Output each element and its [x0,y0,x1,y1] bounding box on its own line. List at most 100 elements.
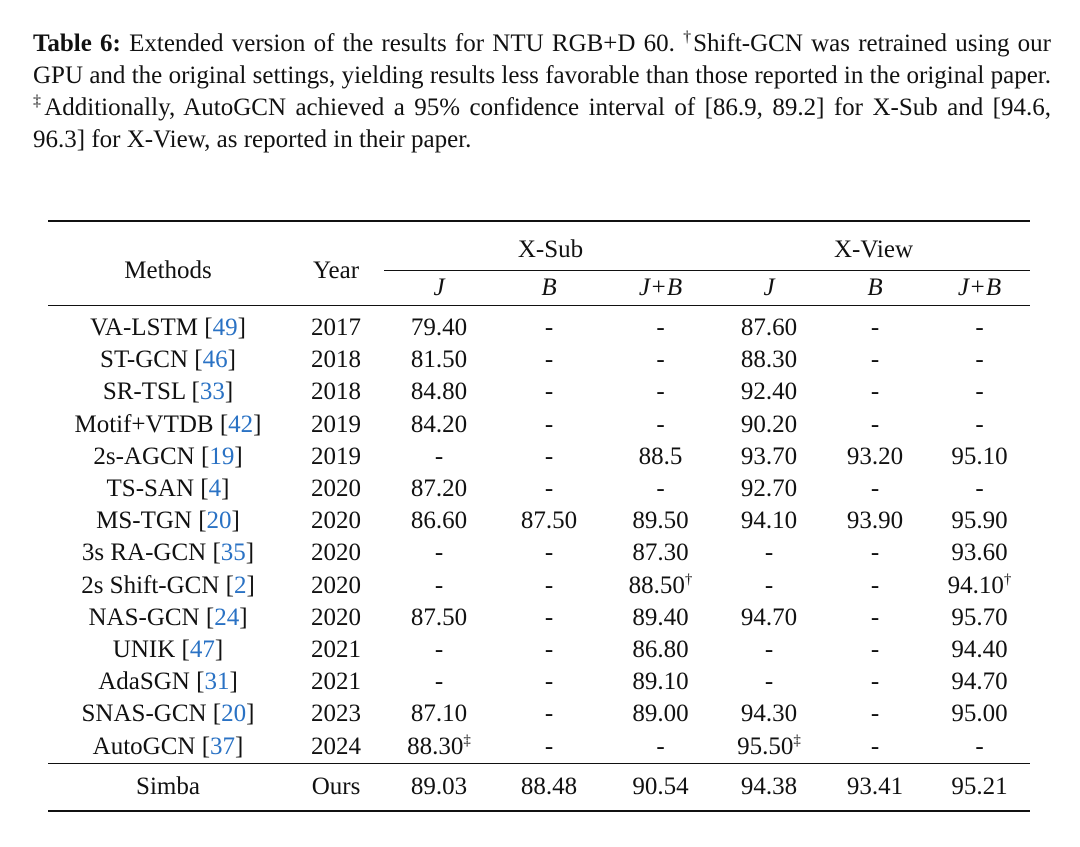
subheader-xview-b: B [867,274,883,301]
value-text: 94.70 [740,603,798,631]
citation-bracket: ] [227,346,236,374]
citation-link[interactable]: 19 [209,442,235,470]
value-text: 89.50 [632,507,689,535]
value-cell: 92.40 [717,376,821,408]
value-text: 93.20 [846,442,904,470]
value-cell: - [929,306,1030,345]
year-cell: 2019 [311,410,361,438]
value-cell: - [929,473,1030,505]
citation-bracket: ] [253,410,262,438]
citation-link[interactable]: 46 [202,346,228,374]
citation-bracket: ] [229,668,238,696]
value-text: 87.60 [740,314,798,342]
value-text: 84.20 [410,410,468,438]
value-text: - [870,378,880,406]
value-text: - [544,700,554,728]
value-text: - [870,668,880,696]
value-text: - [656,732,665,760]
value-text: - [544,442,554,470]
value-cell: 90.20 [717,409,821,441]
value-cell: - [717,634,821,666]
value-text: 84.80 [410,378,468,406]
value-cell: - [717,666,821,698]
citation-link[interactable]: 42 [228,410,254,438]
results-table: Methods Year X-Sub X-View J B J+B J B J+… [48,220,1030,812]
value-cell: 88.5 [604,441,717,473]
citation-bracket: ] [221,475,230,503]
value-text: - [656,475,665,503]
table-caption: Table 6: Extended version of the results… [33,28,1051,156]
value-cell: 88.48 [520,772,578,800]
table-row: MS-TGN [20] 2020 86.60 87.50 89.50 94.10 93.90… [48,505,1030,537]
double-dagger-mark: ‡ [33,92,45,110]
citation-link[interactable]: 24 [214,603,240,631]
citation-link[interactable]: 33 [199,378,225,406]
citation-link[interactable]: 4 [208,475,222,503]
citation-link[interactable]: 35 [220,539,246,567]
value-cell: - [821,376,929,408]
caption-text-3: Additionally, AutoGCN achieved a 95% con… [33,94,1051,153]
value-cell: 95.21 [951,772,1008,800]
value-cell: - [717,570,821,602]
citation-link[interactable]: 31 [204,668,230,696]
value-text: - [544,732,554,760]
value-cell: - [604,344,717,376]
value-cell: 94.40 [929,634,1030,666]
value-text: 95.90 [951,507,1008,535]
value-text: 94.10 [947,571,1004,599]
value-cell: 95.90 [929,505,1030,537]
value-cell: - [494,602,604,634]
citation-bracket: ] [246,700,255,728]
table-row: SR-TSL [33] 2018 84.80 - - 92.40 - - [48,376,1030,408]
citation-link[interactable]: 2 [233,571,247,599]
value-text: - [764,539,774,567]
value-text: 88.30 [407,732,464,760]
year-cell: Ours [311,772,361,800]
footnote-mark: ‡ [463,732,471,749]
value-text: - [764,571,774,599]
table-row-ours: Simba Ours 89.03 88.48 90.54 94.38 93.41… [48,763,1030,811]
method-cell: SR-TSL [33] [48,376,288,408]
citation-link[interactable]: 20 [221,700,247,728]
value-cell: 87.10 [384,698,494,730]
value-cell: 95.50‡ [717,730,821,763]
value-cell: 94.70 [929,666,1030,698]
value-cell: - [821,306,929,345]
citation-bracket: ] [235,732,244,760]
footnote-mark: † [684,571,693,588]
value-text: - [870,571,880,599]
value-cell: - [494,306,604,345]
value-cell: - [821,634,929,666]
value-text: 86.80 [632,635,689,663]
citation-link[interactable]: 47 [189,635,215,663]
method-cell: MS-TGN [20] [48,505,288,537]
citation-link[interactable]: 49 [212,314,238,342]
value-text: 93.70 [740,442,798,470]
method-name: AdaSGN [ [98,668,205,696]
table-row: AutoGCN [37] 2024 88.30‡ - -95.50‡ - - [48,730,1030,763]
method-name: 2s Shift-GCN [ [81,571,234,599]
value-cell: - [821,473,929,505]
header-methods: Methods [124,256,212,284]
value-text: - [870,475,880,503]
value-text: 87.50 [410,603,468,631]
value-cell: - [494,376,604,408]
year-cell: 2019 [311,442,361,470]
value-cell: - [494,570,604,602]
value-cell: 86.60 [384,505,494,537]
value-cell: - [384,537,494,569]
method-name: NAS-GCN [ [88,603,215,631]
value-text: 94.40 [951,635,1008,663]
value-cell: - [384,570,494,602]
citation-bracket: ] [237,314,246,342]
table-row: TS-SAN [4] 2020 87.20 - - 92.70 - - [48,473,1030,505]
value-cell: 88.50† [604,570,717,602]
citation-link[interactable]: 20 [206,507,232,535]
value-text: - [544,668,554,696]
value-text: - [544,378,554,406]
citation-link[interactable]: 37 [210,732,236,760]
value-cell: 94.10 [717,505,821,537]
value-text: - [544,571,554,599]
citation-bracket: ] [224,378,234,406]
method-name: UNIK [ [112,635,190,663]
